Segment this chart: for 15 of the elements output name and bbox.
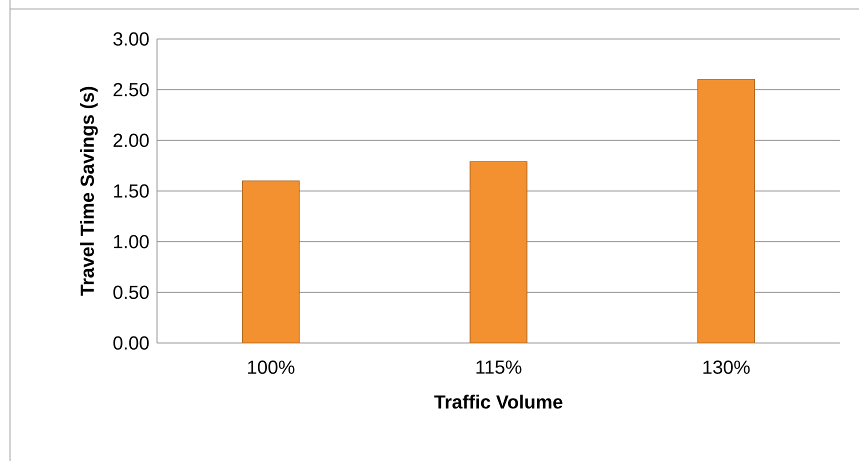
x-tick-label: 115% [476,360,522,374]
x-tick-label: 130% [703,360,750,374]
bar [470,161,528,343]
bar [697,79,756,343]
y-tick-label: 0.50 [113,286,149,300]
y-tick-label: 2.50 [114,82,149,96]
y-tick-label: 1.00 [114,234,149,248]
y-tick-label: 3.00 [113,32,149,46]
y-tick-label: 0.00 [113,336,149,350]
x-tick-label: 100% [248,360,294,374]
y-tick-label: 1.50 [114,184,149,198]
x-axis-title: Traffic Volume [434,394,562,409]
y-axis-title: Travel Time Savings (s) [80,86,98,296]
y-tick-label: 2.00 [114,134,149,148]
bar [242,180,300,343]
